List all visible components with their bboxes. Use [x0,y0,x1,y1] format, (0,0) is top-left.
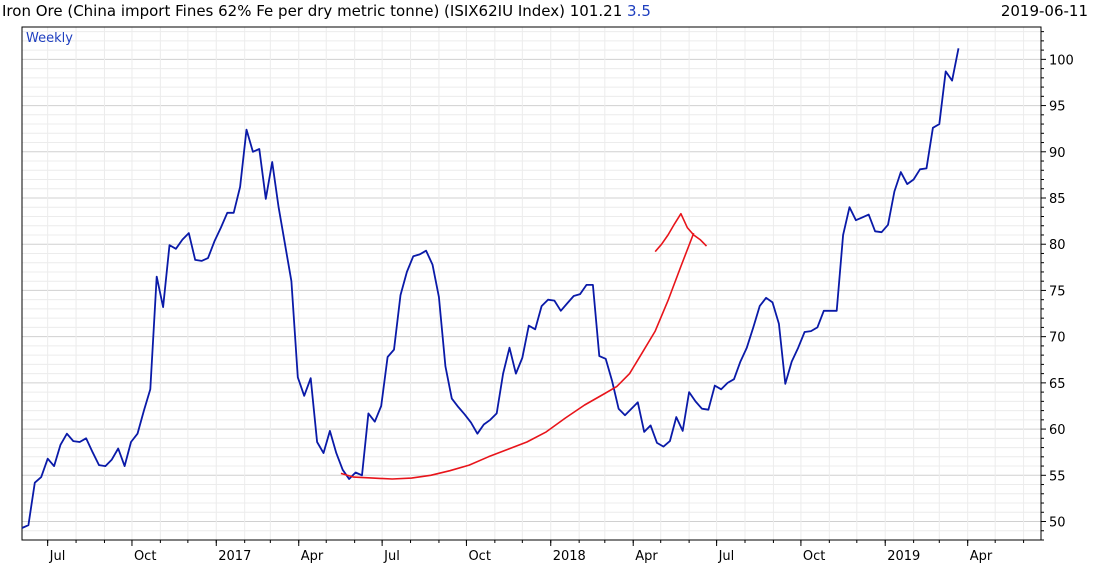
x-tick-label: Oct [134,549,156,564]
frequency-label: Weekly [26,31,73,46]
y-tick-label: 100 [1049,53,1074,68]
chart-title-text: Iron Ore (China import Fines 62% Fe per … [2,2,565,20]
x-tick-label: Oct [803,549,825,564]
y-tick-label: 85 [1049,192,1066,207]
series-line-1 [21,48,960,529]
y-tick-label: 55 [1049,469,1066,484]
series-line-3 [654,212,708,253]
x-tick-label: 2019 [887,549,920,564]
x-tick-label: 2018 [553,549,586,564]
y-tick-label: 70 [1049,331,1066,346]
x-tick-label: Apr [970,549,993,564]
x-tick-label: Jul [718,549,735,564]
x-tick-label: Jul [383,549,400,564]
y-tick-label: 75 [1049,284,1066,299]
x-tick-label: Oct [468,549,490,564]
y-tick-label: 95 [1049,100,1066,115]
x-tick-label: Apr [635,549,658,564]
last-value: 101.21 [569,2,623,20]
x-tick-label: Jul [49,549,66,564]
y-tick-label: 50 [1049,516,1066,531]
x-tick-label: 2017 [218,549,251,564]
chart-title: Iron Ore (China import Fines 62% Fe per … [2,2,651,20]
grid [22,27,1041,543]
x-tick-label: Apr [301,549,324,564]
y-tick-label: 60 [1049,423,1066,438]
y-tick-label: 80 [1049,238,1066,253]
y-tick-label: 65 [1049,377,1066,392]
change-value: 3.5 [627,2,651,20]
series-line-2 [340,232,695,480]
y-tick-label: 90 [1049,146,1066,161]
plot-frame [21,26,1042,541]
chart-date: 2019-06-11 [1000,2,1088,20]
